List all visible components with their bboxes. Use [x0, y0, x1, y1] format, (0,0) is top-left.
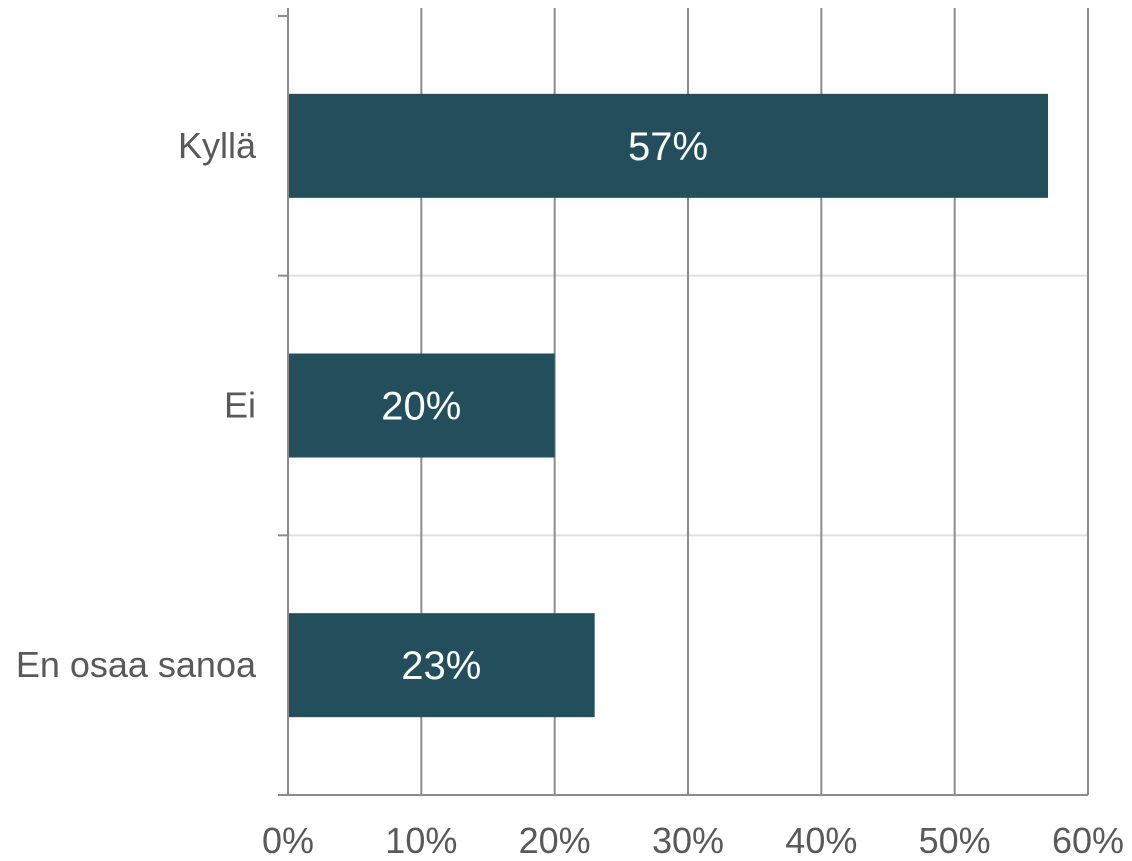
bar-value-label: 23%	[401, 644, 481, 688]
x-tick-label: 40%	[785, 820, 857, 861]
x-tick-label: 30%	[652, 820, 724, 861]
x-tick-label: 10%	[385, 820, 457, 861]
x-tick-label: 20%	[519, 820, 591, 861]
bar	[288, 613, 595, 718]
category-label: Ei	[224, 385, 256, 426]
x-tick-label: 60%	[1052, 820, 1124, 861]
bars-layer	[288, 93, 1048, 718]
x-tick-label: 50%	[919, 820, 991, 861]
labels-layer: 0% 10% 20% 30% 40% 50% 60% 57% Kyllä 20% Ei 23% En o…	[16, 125, 1124, 861]
bar-value-label: 57%	[628, 125, 708, 169]
bar	[288, 93, 1048, 198]
bar	[288, 353, 555, 458]
bar-value-label: 20%	[381, 385, 461, 429]
category-label: En osaa sanoa	[16, 644, 257, 685]
category-label: Kyllä	[178, 125, 257, 166]
x-tick-label: 0%	[262, 820, 314, 861]
axis-layer	[278, 15, 1088, 796]
